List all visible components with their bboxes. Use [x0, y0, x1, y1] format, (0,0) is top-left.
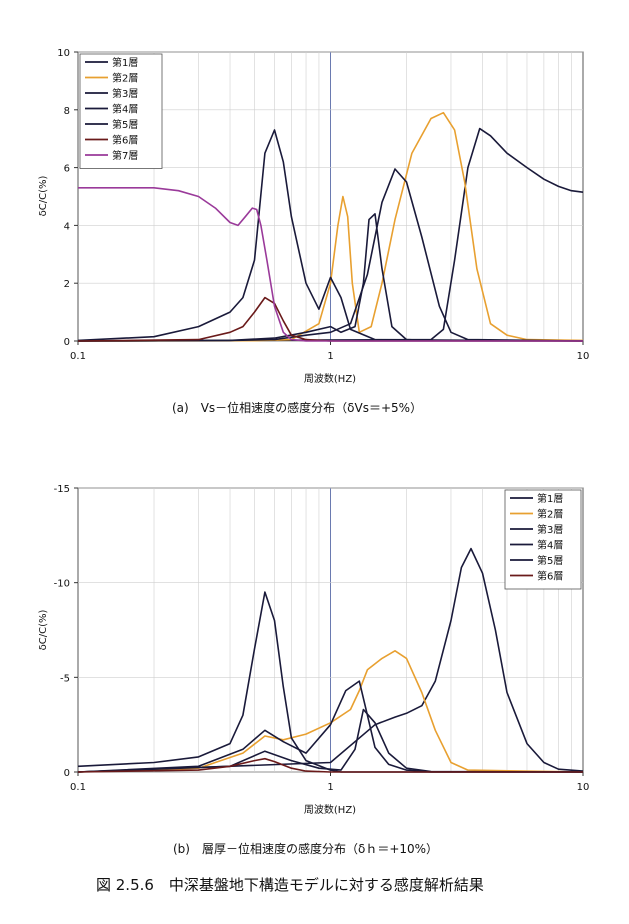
chartA-series-line-5 [77, 129, 584, 342]
chartB-y-tick-label: -15 [54, 484, 70, 495]
chartA-series-line-3 [77, 213, 584, 342]
chartA-series-line-6 [77, 296, 583, 342]
chartB-series-line-4 [77, 680, 583, 773]
chart-b-x-axis-label: 周波数(HZ) [304, 803, 356, 816]
chart-a-x-axis-label: 周波数(HZ) [304, 372, 356, 385]
chart-a-x-ticks: 0.1 1 10 [70, 341, 589, 362]
chartB-series-line-3 [77, 708, 584, 773]
chartA-series-line-7 [78, 187, 583, 342]
chartB-series-line-2 [77, 649, 584, 773]
chartA-x-tick-label: 10 [577, 351, 590, 362]
chartA-x-tick-label: 0.1 [70, 351, 86, 362]
chart-b-series [77, 547, 584, 773]
chartB-legend-label: 第5層 [537, 554, 563, 567]
chart-a-y-axis-label: δC/C(%) [38, 176, 49, 217]
figure-caption: 図 2.5.6 中深基盤地下構造モデルに対する感度解析結果 [96, 876, 484, 894]
chartA-y-tick-label: 6 [64, 164, 70, 175]
chartA-legend-label: 第5層 [112, 118, 138, 131]
chartB-x-tick-label: 1 [327, 782, 333, 793]
chartB-legend-box [504, 489, 582, 590]
chartA-legend-label: 第6層 [112, 134, 138, 147]
chartA-legend-label: 第4層 [112, 103, 138, 116]
chart-a-y-ticks: 0 2 4 6 8 10 [57, 48, 78, 348]
chart-a-caption: (a) Vs－位相速度の感度分布（δVs＝+5%） [172, 400, 422, 415]
chartA-x-tick-label: 1 [327, 351, 333, 362]
chartB-series-line-5 [77, 591, 583, 773]
chartB-legend-label: 第4層 [537, 539, 563, 552]
chart-a-series [77, 111, 584, 342]
chart-b-y-axis-label: δC/C(%) [38, 610, 49, 651]
chartA-series-line-2 [77, 111, 584, 342]
chartA-y-tick-label: 8 [64, 106, 70, 117]
chartA-series-line-4 [77, 168, 584, 342]
chartB-y-tick-label: 0 [64, 768, 70, 779]
chartA-y-tick-label: 4 [64, 221, 70, 232]
chart-a: 0 2 4 6 8 10 0.1 1 10 δC/C(%) 周波数(HZ) 第1層第2層第3層… [38, 48, 589, 415]
chartB-series-line-1 [77, 547, 584, 773]
chartA-legend-label: 第2層 [112, 72, 138, 85]
chartB-legend-label: 第1層 [537, 492, 563, 505]
chart-b-x-ticks: 0.1 1 10 [70, 772, 589, 793]
chartB-y-tick-label: -10 [54, 579, 70, 590]
chartB-legend-label: 第3層 [537, 523, 563, 536]
chart-b: 0-5-10-15 0.1 1 10 δC/C(%) 周波数(HZ) 第1層第2層第… [38, 484, 589, 856]
chartB-x-tick-label: 10 [577, 782, 590, 793]
chart-b-y-ticks: 0 -5 -10 -15 [54, 484, 78, 779]
chartB-y-tick-label: -5 [60, 673, 70, 684]
chartA-legend-box [79, 53, 163, 169]
chartB-series-line-6 [77, 757, 583, 773]
chartA-legend-label: 第7層 [112, 149, 138, 162]
chartA-y-tick-label: 2 [64, 279, 70, 290]
chartA-series-line-1 [77, 127, 584, 342]
chartB-legend-label: 第2層 [537, 508, 563, 521]
chartA-y-tick-label: 10 [57, 48, 70, 59]
chartA-y-tick-label: 0 [64, 337, 70, 348]
chartA-legend-label: 第1層 [112, 56, 138, 69]
chart-b-caption: (b) 層厚－位相速度の感度分布（δｈ＝+10%） [173, 841, 438, 856]
chartB-x-tick-label: 0.1 [70, 782, 86, 793]
chartA-legend-label: 第3層 [112, 87, 138, 100]
chartB-legend-label: 第6層 [537, 570, 563, 583]
